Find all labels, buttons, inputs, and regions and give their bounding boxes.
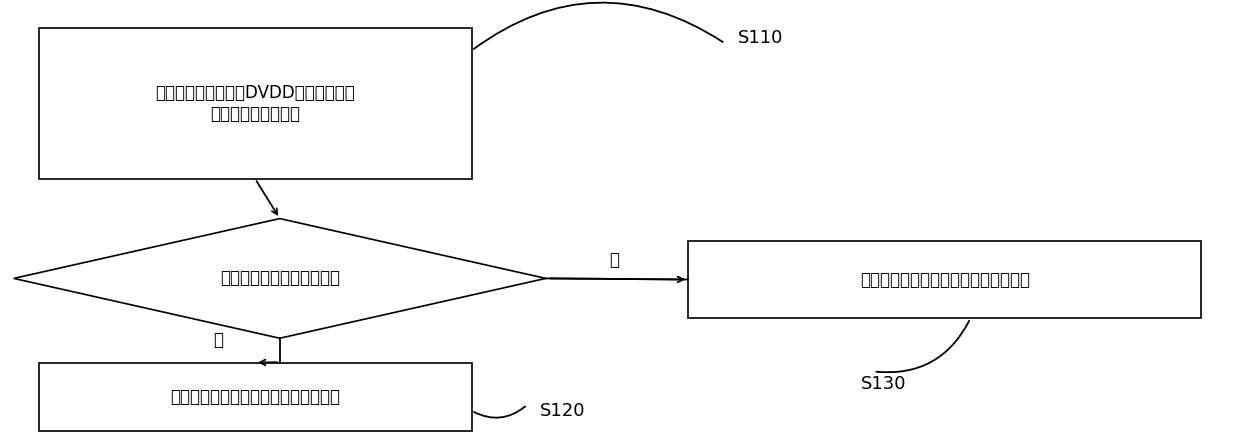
FancyBboxPatch shape [688,241,1202,318]
Text: 否: 否 [213,331,223,349]
Text: 向电平转换电路输出第一栅线开启电压: 向电平转换电路输出第一栅线开启电压 [170,388,340,406]
Polygon shape [14,219,546,338]
Text: 向电平转换电路输出第一栅线开启电压: 向电平转换电路输出第一栅线开启电压 [859,271,1029,289]
Text: 对数字源电压输入端DVDD的电压进行采
样，以获得采样电压: 对数字源电压输入端DVDD的电压进行采 样，以获得采样电压 [155,84,355,123]
Text: S110: S110 [738,29,782,47]
Text: S130: S130 [862,375,906,393]
FancyBboxPatch shape [38,28,471,179]
Text: 采样电源是否高于参考电压: 采样电源是否高于参考电压 [219,269,340,287]
Text: S120: S120 [539,402,585,420]
FancyBboxPatch shape [38,363,471,431]
Text: 是: 是 [609,251,619,269]
